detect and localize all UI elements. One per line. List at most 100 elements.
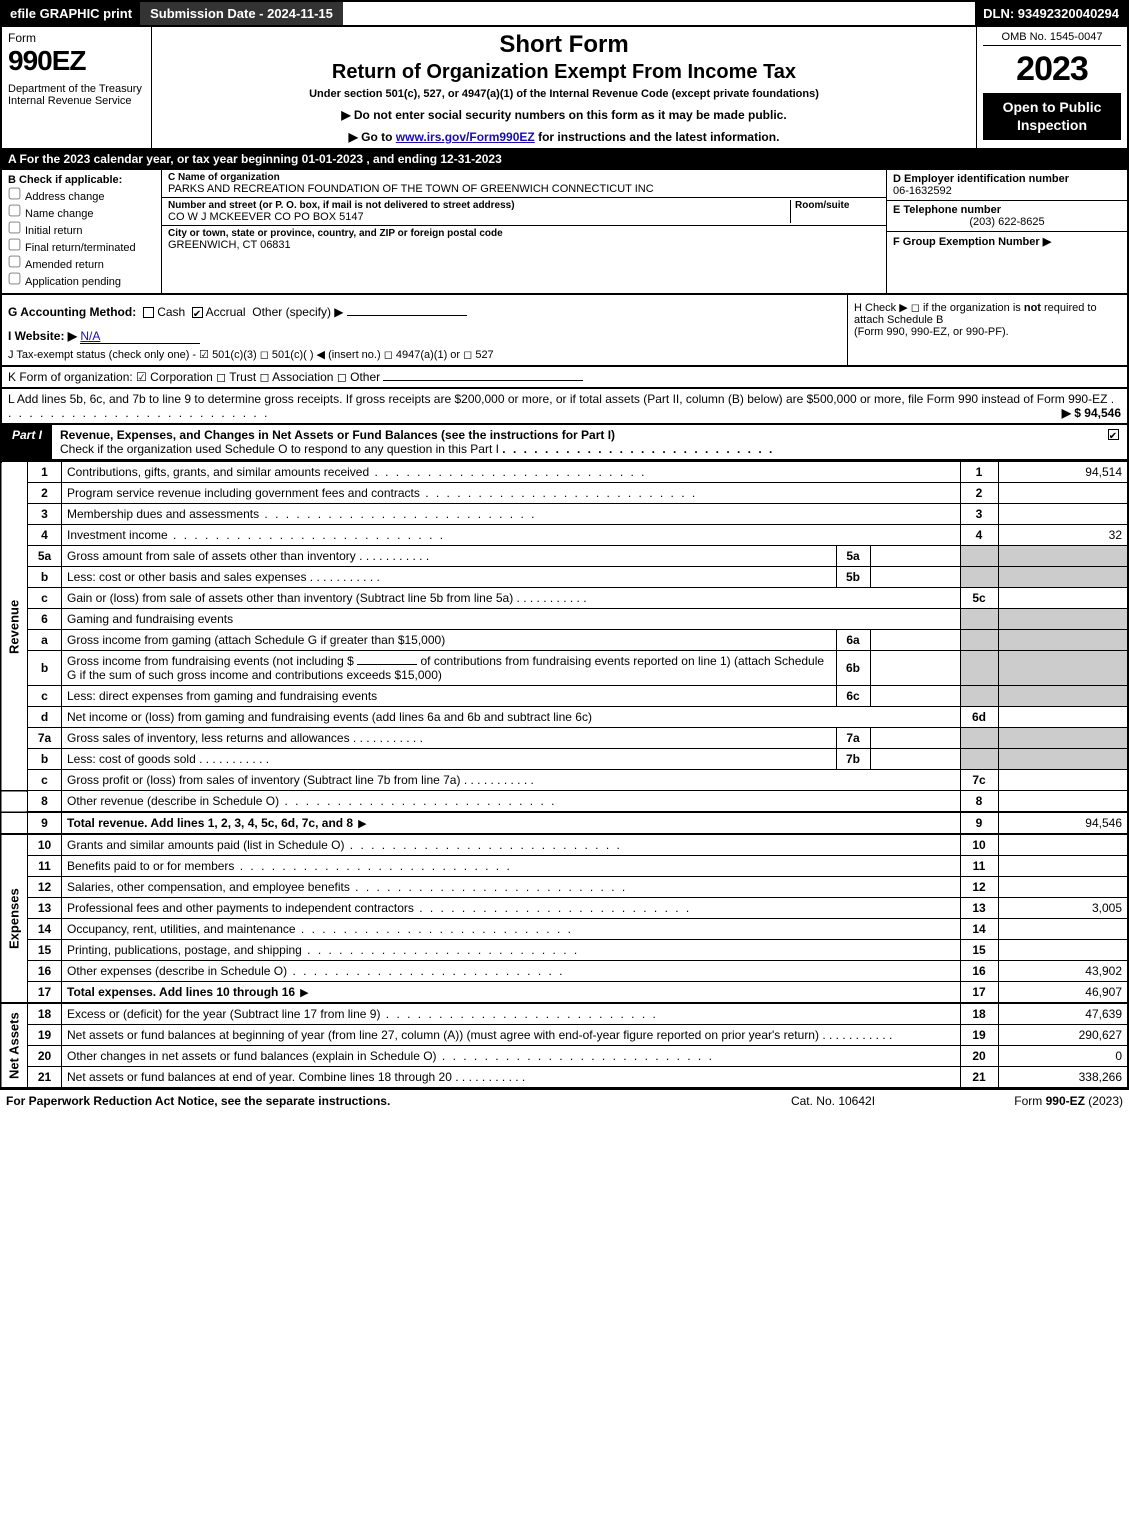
line-19-num: 19 <box>28 1025 62 1046</box>
line-6a-inval <box>870 630 960 651</box>
part-i-schedule-o-checkbox[interactable] <box>1108 429 1119 440</box>
line-6d-value <box>998 707 1128 728</box>
line-1-num: 1 <box>28 462 62 483</box>
submission-date-label: Submission Date - 2024-11-15 <box>140 2 343 25</box>
line-7c-num: c <box>28 770 62 791</box>
chk-final-return[interactable]: Final return/terminated <box>8 238 155 254</box>
k-other-line[interactable] <box>383 380 583 381</box>
line-6b-innum: 6b <box>836 651 870 686</box>
street-value: CO W J MCKEEVER CO PO BOX 5147 <box>168 211 790 223</box>
line-5b-inval <box>870 567 960 588</box>
line-9-rnum: 9 <box>960 812 998 834</box>
website-value[interactable]: N/A <box>80 329 200 344</box>
line-6b-inval <box>870 651 960 686</box>
revenue-side-spacer <box>1 791 28 813</box>
irs-link[interactable]: www.irs.gov/Form990EZ <box>396 130 535 144</box>
header-center: Short Form Return of Organization Exempt… <box>152 27 977 148</box>
part-i-dots <box>502 442 774 456</box>
form-title: Return of Organization Exempt From Incom… <box>160 61 968 84</box>
line-17-value: 46,907 <box>998 982 1128 1004</box>
line-13-num: 13 <box>28 898 62 919</box>
line-8-desc: Other revenue (describe in Schedule O) <box>67 794 556 808</box>
line-1-value: 94,514 <box>998 462 1128 483</box>
chk-initial-return[interactable]: Initial return <box>8 221 155 237</box>
line-17-rnum: 17 <box>960 982 998 1004</box>
line-20-num: 20 <box>28 1046 62 1067</box>
line-11-num: 11 <box>28 856 62 877</box>
l-text: L Add lines 5b, 6c, and 7b to line 9 to … <box>8 392 1107 406</box>
line-6c-num: c <box>28 686 62 707</box>
line-21-value: 338,266 <box>998 1067 1128 1089</box>
line-17-desc: Total expenses. Add lines 10 through 16 <box>67 985 295 999</box>
line-7b-rval-shade <box>998 749 1128 770</box>
open-to-public-badge: Open to Public Inspection <box>983 93 1121 140</box>
line-6-desc: Gaming and fundraising events <box>62 609 961 630</box>
dln-label: DLN: 93492320040294 <box>975 2 1127 25</box>
line-2-desc: Program service revenue including govern… <box>67 486 697 500</box>
line-13-desc: Professional fees and other payments to … <box>67 901 691 915</box>
chk-amended-return-label: Amended return <box>25 259 104 271</box>
revenue-side-spacer2 <box>1 812 28 834</box>
line-20-value: 0 <box>998 1046 1128 1067</box>
instr-goto: ▶ Go to www.irs.gov/Form990EZ for instru… <box>160 130 968 144</box>
line-14-value <box>998 919 1128 940</box>
chk-cash[interactable] <box>143 307 154 318</box>
line-4-num: 4 <box>28 525 62 546</box>
line-7b-rnum-shade <box>960 749 998 770</box>
form-header: Form 990EZ Department of the Treasury In… <box>0 27 1129 150</box>
line-10-value <box>998 834 1128 856</box>
city-value: GREENWICH, CT 06831 <box>168 239 880 251</box>
tax-year: 2023 <box>983 50 1121 89</box>
line-12-value <box>998 877 1128 898</box>
chk-application-pending[interactable]: Application pending <box>8 272 155 288</box>
chk-initial-return-label: Initial return <box>25 225 82 237</box>
line-4-desc: Investment income <box>67 528 445 542</box>
efile-print-label[interactable]: efile GRAPHIC print <box>2 2 140 25</box>
line-4-value: 32 <box>998 525 1128 546</box>
section-i-website: I Website: ▶ N/A <box>8 329 841 344</box>
city-label: City or town, state or province, country… <box>168 228 880 239</box>
revenue-side-label: Revenue <box>1 462 28 791</box>
line-2-rnum: 2 <box>960 483 998 504</box>
footer-paperwork: For Paperwork Reduction Act Notice, see … <box>6 1094 723 1108</box>
footer-cat-no: Cat. No. 10642I <box>723 1094 943 1108</box>
line-6b-desc: Gross income from fundraising events (no… <box>62 651 837 686</box>
chk-address-change[interactable]: Address change <box>8 187 155 203</box>
line-17-num: 17 <box>28 982 62 1004</box>
line-1-rnum: 1 <box>960 462 998 483</box>
line-7b-desc: Less: cost of goods sold <box>67 752 269 766</box>
line-6b-num: b <box>28 651 62 686</box>
line-5a-desc: Gross amount from sale of assets other t… <box>67 549 429 563</box>
line-6b-desc1: Gross income from fundraising events (no… <box>67 654 354 668</box>
line-6d-desc: Net income or (loss) from gaming and fun… <box>62 707 961 728</box>
chk-name-change[interactable]: Name change <box>8 204 155 220</box>
part-i-title: Revenue, Expenses, and Changes in Net As… <box>52 425 1099 459</box>
line-8-num: 8 <box>28 791 62 813</box>
accrual-label: Accrual <box>206 305 246 319</box>
line-6b-blank[interactable] <box>357 664 417 665</box>
other-label: Other (specify) ▶ <box>252 305 343 319</box>
line-20-rnum: 20 <box>960 1046 998 1067</box>
line-5a-rnum-shade <box>960 546 998 567</box>
line-7a-inval <box>870 728 960 749</box>
section-gh: G Accounting Method: Cash Accrual Other … <box>0 295 1129 367</box>
line-5a-inval <box>870 546 960 567</box>
other-specify-line[interactable] <box>347 315 467 316</box>
ein-label: D Employer identification number <box>893 173 1121 185</box>
section-c-org-name-address: C Name of organization PARKS AND RECREAT… <box>162 170 887 293</box>
chk-amended-return[interactable]: Amended return <box>8 255 155 271</box>
line-16-rnum: 16 <box>960 961 998 982</box>
ein-value: 06-1632592 <box>893 185 1121 197</box>
line-5c-rnum: 5c <box>960 588 998 609</box>
h-not: not <box>1024 302 1041 314</box>
org-info-block: B Check if applicable: Address change Na… <box>0 170 1129 295</box>
part-i-header: Part I Revenue, Expenses, and Changes in… <box>0 425 1129 461</box>
form-subtitle: Under section 501(c), 527, or 4947(a)(1)… <box>160 88 968 100</box>
line-18-rnum: 18 <box>960 1003 998 1025</box>
line-12-num: 12 <box>28 877 62 898</box>
chk-accrual[interactable] <box>192 307 203 318</box>
line-14-rnum: 14 <box>960 919 998 940</box>
line-8-rnum: 8 <box>960 791 998 813</box>
line-5b-rval-shade <box>998 567 1128 588</box>
line-11-desc: Benefits paid to or for members <box>67 859 512 873</box>
